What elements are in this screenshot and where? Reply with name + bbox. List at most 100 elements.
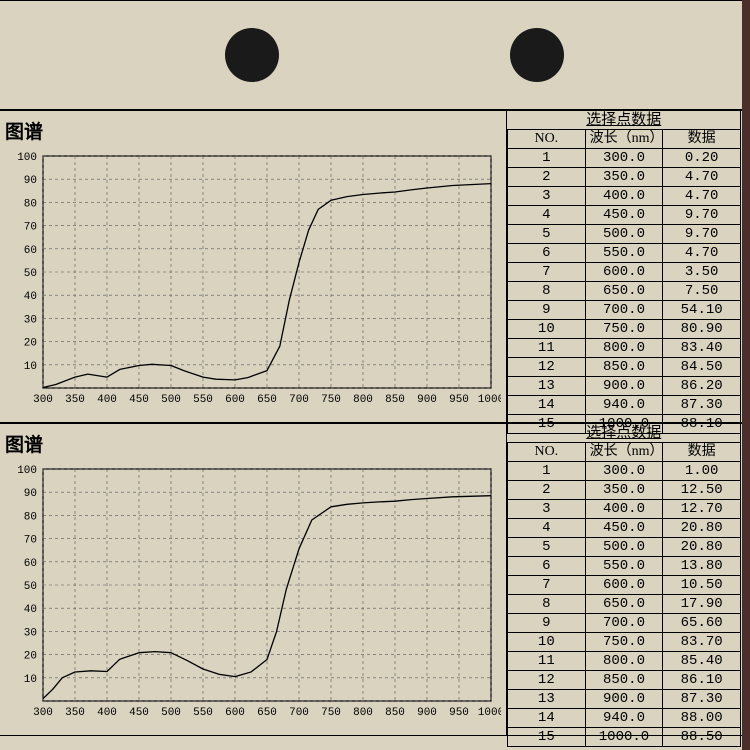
table-cell: 14	[508, 709, 586, 728]
svg-text:300: 300	[33, 707, 53, 719]
col-no: NO.	[508, 130, 586, 149]
table-cell: 550.0	[585, 244, 663, 263]
table-cell: 1	[508, 462, 586, 481]
col-value: 数据	[663, 443, 741, 462]
table-row: 151000.088.50	[508, 728, 741, 747]
chart-area-2: 图谱 3003504004505005506006507007508008509…	[0, 424, 507, 735]
table-cell: 700.0	[585, 301, 663, 320]
table-cell: 3	[508, 187, 586, 206]
table-cell: 800.0	[585, 339, 663, 358]
table-cell: 7	[508, 576, 586, 595]
svg-text:80: 80	[24, 198, 37, 210]
table-cell: 4.70	[663, 244, 741, 263]
table-row: 9700.054.10	[508, 301, 741, 320]
table-cell: 10.50	[663, 576, 741, 595]
svg-text:50: 50	[24, 581, 37, 593]
table-cell: 15	[508, 728, 586, 747]
svg-text:100: 100	[17, 465, 37, 477]
table-cell: 10	[508, 320, 586, 339]
svg-text:650: 650	[257, 394, 277, 406]
table-row: 8650.017.90	[508, 595, 741, 614]
svg-text:600: 600	[225, 394, 245, 406]
table-row: 3400.012.70	[508, 500, 741, 519]
svg-text:850: 850	[385, 394, 405, 406]
table-cell: 1.00	[663, 462, 741, 481]
svg-text:1000: 1000	[478, 394, 501, 406]
table-cell: 20.80	[663, 538, 741, 557]
table-cell: 84.50	[663, 358, 741, 377]
table-cell: 9.70	[663, 206, 741, 225]
table-cell: 450.0	[585, 519, 663, 538]
table-row: 13900.086.20	[508, 377, 741, 396]
table-cell: 6	[508, 244, 586, 263]
table-cell: 600.0	[585, 576, 663, 595]
table-cell: 87.30	[663, 396, 741, 415]
svg-text:350: 350	[65, 707, 85, 719]
table-cell: 5	[508, 225, 586, 244]
top-ruled-row	[0, 0, 742, 110]
svg-text:300: 300	[33, 394, 53, 406]
table-row: 4450.020.80	[508, 519, 741, 538]
svg-text:700: 700	[289, 394, 309, 406]
svg-text:750: 750	[321, 394, 341, 406]
table-cell: 87.30	[663, 690, 741, 709]
table-cell: 1	[508, 149, 586, 168]
svg-text:950: 950	[449, 707, 469, 719]
table-header-main: 选择点数据	[508, 111, 741, 130]
table-cell: 5	[508, 538, 586, 557]
table-cell: 900.0	[585, 690, 663, 709]
svg-text:550: 550	[193, 707, 213, 719]
punch-hole-icon	[510, 28, 564, 82]
col-value: 数据	[663, 130, 741, 149]
svg-text:350: 350	[65, 394, 85, 406]
svg-text:600: 600	[225, 707, 245, 719]
table-row: 11800.085.40	[508, 652, 741, 671]
svg-text:400: 400	[97, 707, 117, 719]
table-header-main: 选择点数据	[508, 424, 741, 443]
table-cell: 85.40	[663, 652, 741, 671]
table-cell: 750.0	[585, 633, 663, 652]
table-cell: 3	[508, 500, 586, 519]
svg-text:950: 950	[449, 394, 469, 406]
svg-text:800: 800	[353, 394, 373, 406]
table-row: 6550.04.70	[508, 244, 741, 263]
table-cell: 8	[508, 595, 586, 614]
table-cell: 88.00	[663, 709, 741, 728]
table-cell: 0.20	[663, 149, 741, 168]
table-row: 9700.065.60	[508, 614, 741, 633]
table-cell: 13	[508, 377, 586, 396]
svg-text:900: 900	[417, 707, 437, 719]
table-cell: 12.70	[663, 500, 741, 519]
svg-text:20: 20	[24, 651, 37, 663]
table-cell: 13.80	[663, 557, 741, 576]
table-row: 13900.087.30	[508, 690, 741, 709]
svg-text:100: 100	[17, 152, 37, 164]
table-cell: 12	[508, 671, 586, 690]
table-row: 5500.020.80	[508, 538, 741, 557]
table-row: 10750.083.70	[508, 633, 741, 652]
svg-text:450: 450	[129, 707, 149, 719]
svg-text:70: 70	[24, 222, 37, 234]
table-cell: 7.50	[663, 282, 741, 301]
table-row: 6550.013.80	[508, 557, 741, 576]
table-cell: 600.0	[585, 263, 663, 282]
table-row: 2350.012.50	[508, 481, 741, 500]
table-cell: 2	[508, 168, 586, 187]
spectrum-chart-1: 3003504004505005506006507007508008509009…	[3, 144, 501, 416]
table-cell: 400.0	[585, 187, 663, 206]
svg-text:850: 850	[385, 707, 405, 719]
svg-text:70: 70	[24, 535, 37, 547]
table-cell: 20.80	[663, 519, 741, 538]
table-cell: 83.70	[663, 633, 741, 652]
table-row: 4450.09.70	[508, 206, 741, 225]
svg-text:500: 500	[161, 394, 181, 406]
data-table-1: 选择点数据 NO. 波长（nm） 数据 1300.00.202350.04.70…	[507, 111, 741, 422]
table-cell: 9	[508, 301, 586, 320]
table-cell: 9.70	[663, 225, 741, 244]
table-row: 8650.07.50	[508, 282, 741, 301]
svg-text:60: 60	[24, 245, 37, 257]
svg-text:10: 10	[24, 361, 37, 373]
col-no: NO.	[508, 443, 586, 462]
table-cell: 10	[508, 633, 586, 652]
table-cell: 80.90	[663, 320, 741, 339]
